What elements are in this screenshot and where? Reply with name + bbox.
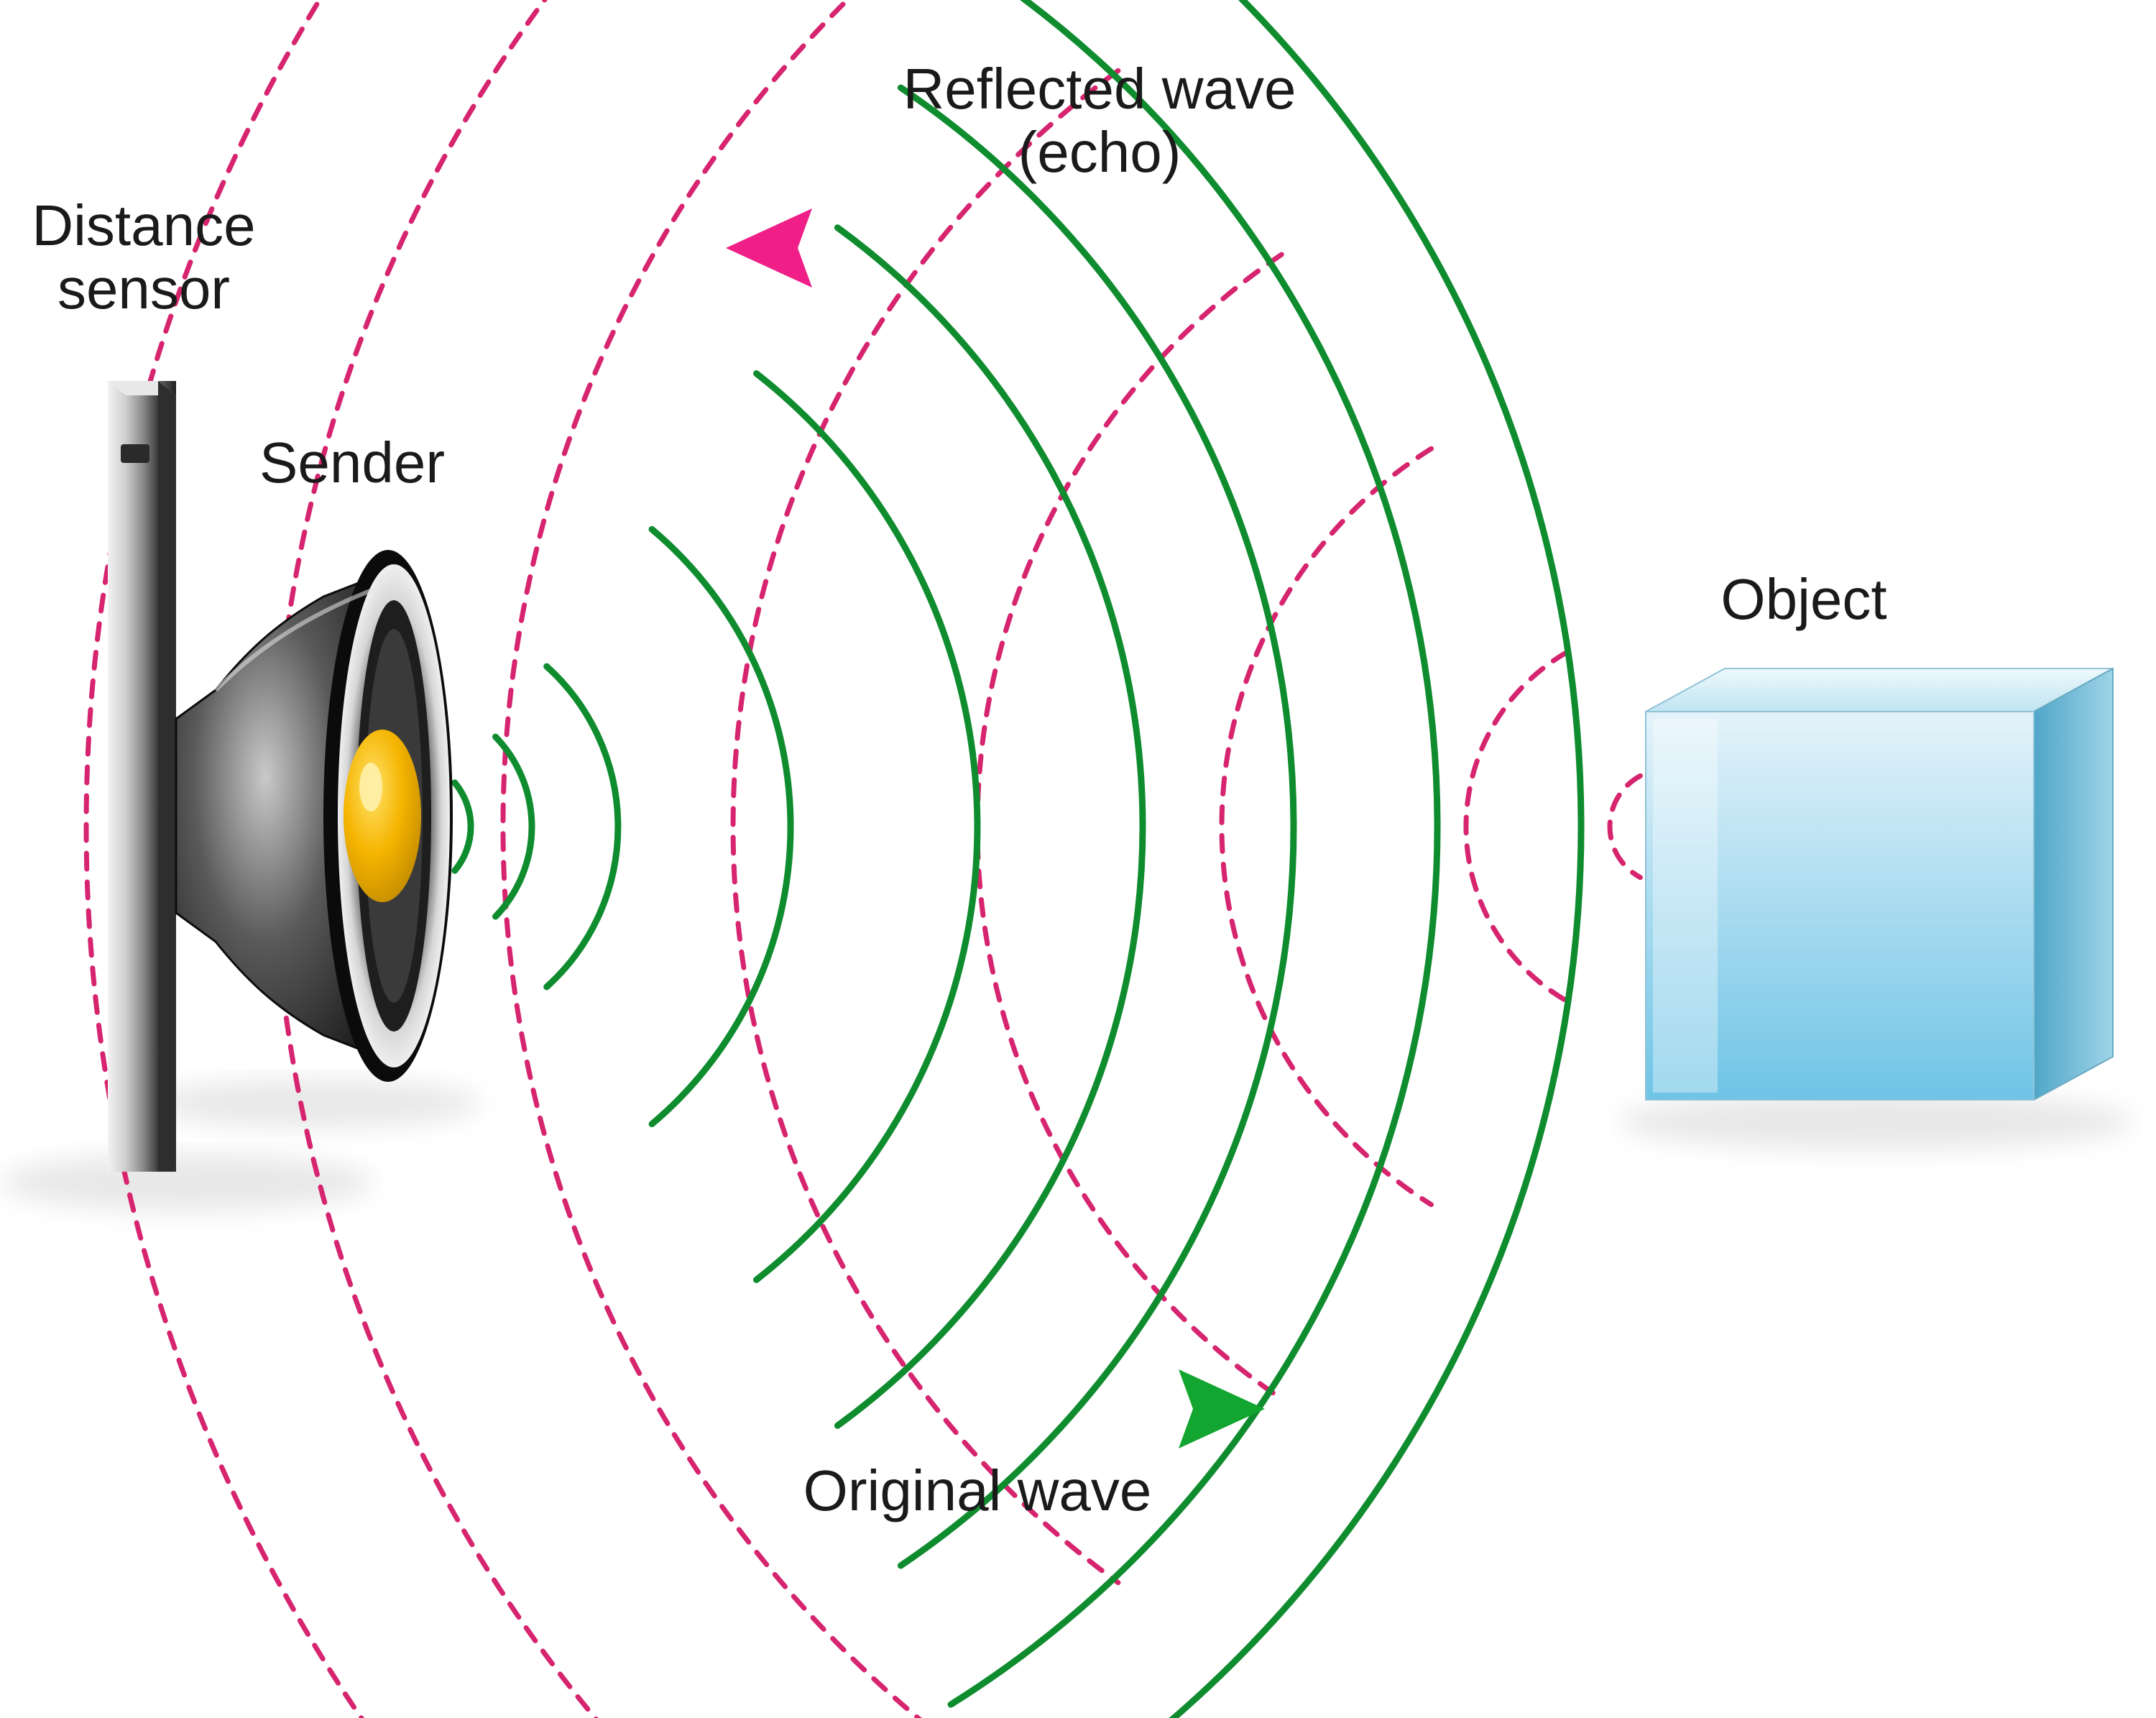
reflected-wave-arc <box>1466 653 1567 1001</box>
original-arrow <box>683 1369 1265 1448</box>
label-distance-sensor: Distance sensor <box>29 194 259 321</box>
distance-sensor-bar <box>108 381 176 1172</box>
cube-shadow <box>1617 1093 2134 1150</box>
label-original-wave: Original wave <box>791 1459 1164 1522</box>
emitted-wave-arc <box>900 88 1294 1566</box>
sender-speaker-icon <box>176 550 453 1082</box>
emitted-wave-arc <box>837 228 1143 1426</box>
label-sender: Sender <box>259 431 446 495</box>
label-reflected-wave: Reflected wave (echo) <box>877 58 1322 184</box>
emitted-wave-arc <box>652 529 791 1124</box>
reflected-arrow <box>726 208 1365 288</box>
emitted-wave-arc <box>547 666 618 987</box>
emitted-wave-arc <box>496 737 532 917</box>
reflected-wave-arc <box>1610 776 1640 877</box>
emitted-wave-arc <box>455 783 471 871</box>
label-object: Object <box>1710 568 1897 631</box>
speaker-shadow <box>151 1079 482 1128</box>
object-cube-icon <box>1646 669 2113 1100</box>
sensor-shadow <box>0 1154 374 1211</box>
